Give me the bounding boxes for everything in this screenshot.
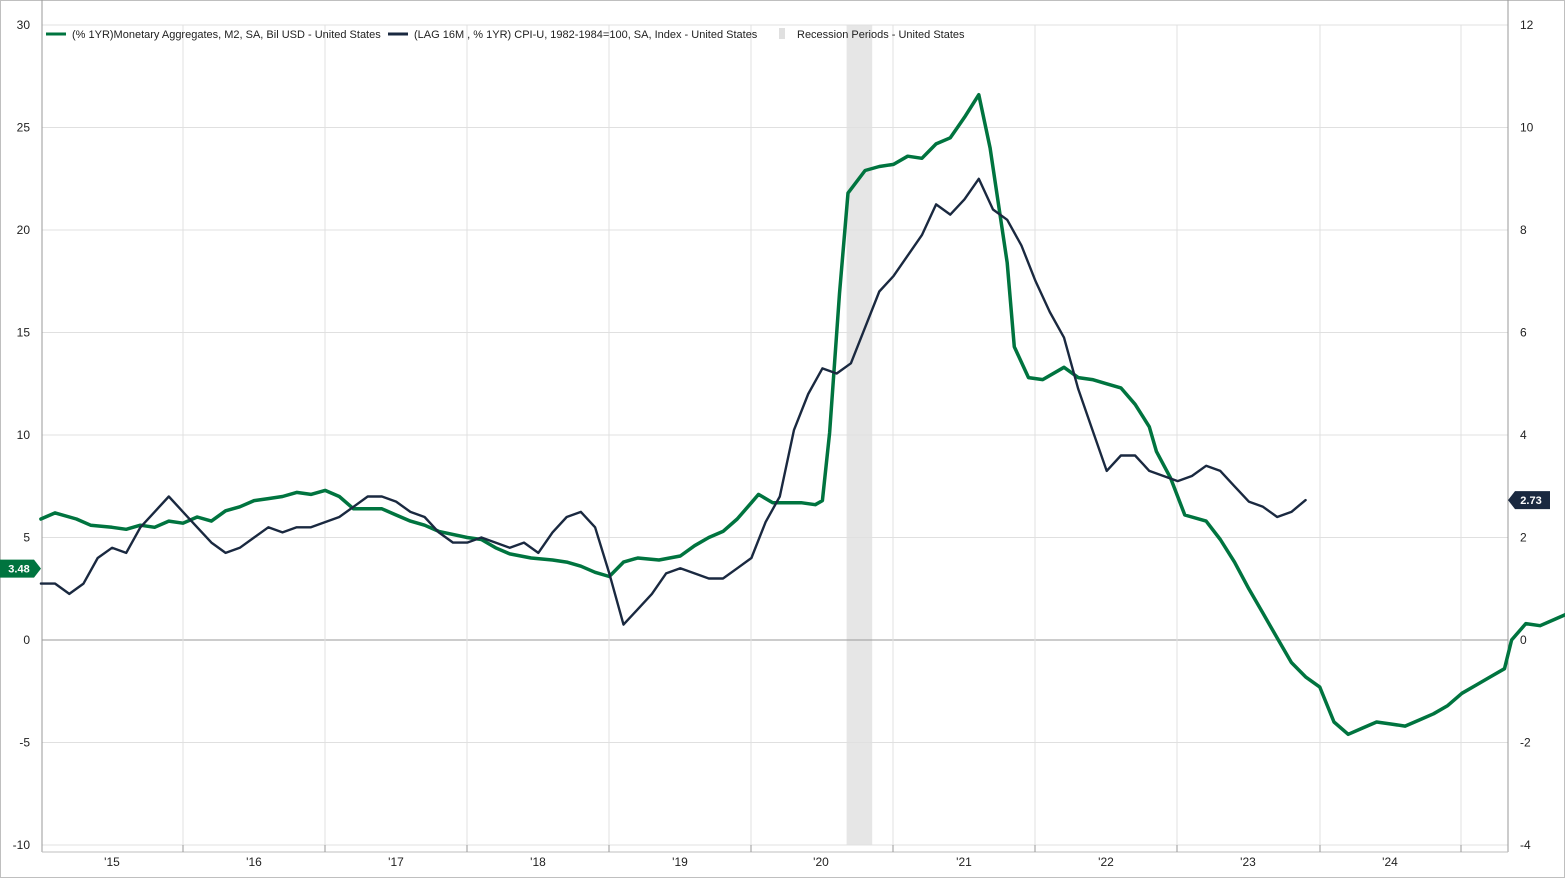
badge-last-value-m2: 3.48 — [0, 559, 41, 578]
x-tick-label: '16 — [246, 855, 262, 869]
y-left-tick-label: 10 — [17, 428, 31, 442]
legend-item-cpi: (LAG 16M , % 1YR) CPI-U, 1982-1984=100, … — [388, 29, 758, 41]
y-left-tick-label: -5 — [19, 736, 30, 750]
legend-label: (% 1YR)Monetary Aggregates, M2, SA, Bil … — [72, 29, 381, 41]
badge-layer: 3.48 2.73 — [0, 491, 1550, 578]
x-tick-label: '17 — [388, 855, 404, 869]
y-left-tick-label: 5 — [23, 531, 30, 545]
x-tick-label: '18 — [530, 855, 546, 869]
y-left-tick-label: 20 — [17, 223, 31, 237]
series-layer — [39, 92, 1565, 737]
y-left-tick-label: -10 — [13, 838, 31, 852]
y-right-tick-label: 0 — [1520, 633, 1527, 647]
y-left-tick-label: 15 — [17, 326, 31, 340]
y-right-tick-label: 2 — [1520, 531, 1527, 545]
badge-shape — [0, 559, 41, 578]
y-right-tick-label: 8 — [1520, 223, 1527, 237]
x-tick-label: '19 — [672, 855, 688, 869]
y-right-tick-label: -4 — [1520, 838, 1531, 852]
x-tick-label: '22 — [1098, 855, 1114, 869]
x-tick-label: '21 — [956, 855, 972, 869]
badge-last-value-cpi: 2.73 — [1508, 491, 1550, 510]
x-tick-label: '24 — [1382, 855, 1398, 869]
series-line-m2 — [39, 92, 1565, 737]
grid-layer — [41, 0, 1509, 853]
y-left-tick-label: 25 — [17, 121, 31, 135]
series-line-cpi — [39, 177, 1307, 626]
x-tick-label: '20 — [813, 855, 829, 869]
legend-swatch — [779, 28, 785, 39]
y-right-tick-label: 10 — [1520, 121, 1534, 135]
badge-shape — [1508, 491, 1550, 510]
legend-label: Recession Periods - United States — [797, 29, 965, 41]
badge-label: 3.48 — [8, 564, 29, 576]
y-left-tick-label: 30 — [17, 18, 31, 32]
y-left-tick-label: 0 — [23, 633, 30, 647]
x-tick-label: '23 — [1240, 855, 1256, 869]
x-tick-label: '15 — [104, 855, 120, 869]
y-right-tick-label: -2 — [1520, 736, 1531, 750]
y-right-tick-label: 6 — [1520, 326, 1527, 340]
y-right-tick-label: 4 — [1520, 428, 1527, 442]
y-right-tick-label: 12 — [1520, 18, 1534, 32]
legend-label: (LAG 16M , % 1YR) CPI-U, 1982-1984=100, … — [414, 29, 758, 41]
badge-label: 2.73 — [1520, 495, 1541, 507]
legend: (% 1YR)Monetary Aggregates, M2, SA, Bil … — [46, 28, 965, 41]
legend-item-m2: (% 1YR)Monetary Aggregates, M2, SA, Bil … — [46, 29, 381, 41]
legend-item-recession: Recession Periods - United States — [779, 28, 965, 41]
